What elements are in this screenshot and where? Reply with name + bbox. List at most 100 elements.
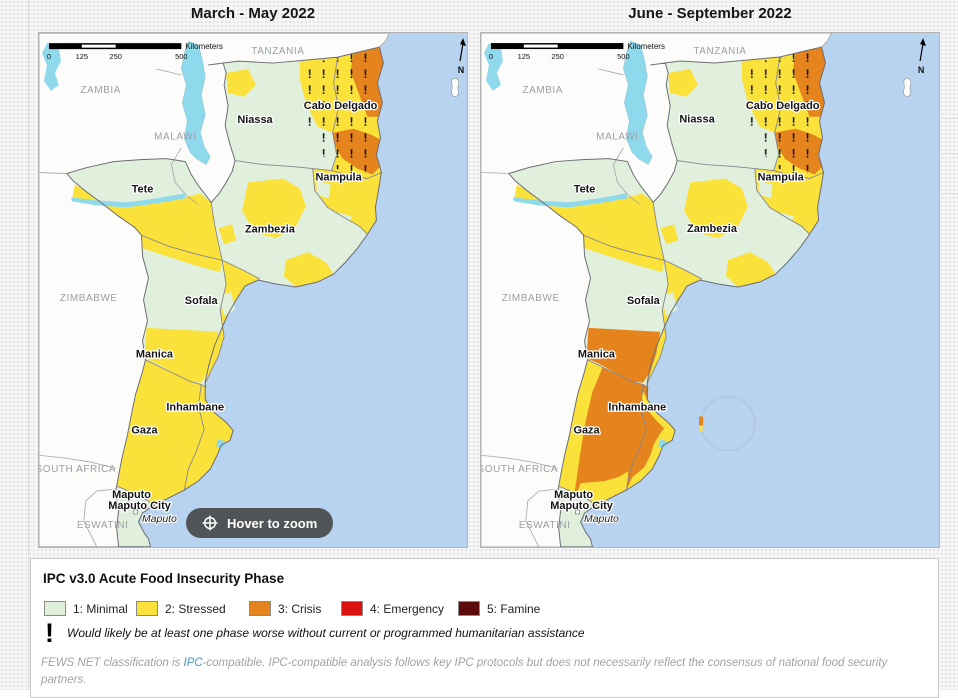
legend-footer-line2: partners. bbox=[41, 673, 87, 686]
province-label-nampula: Nampula bbox=[315, 172, 362, 184]
province-border bbox=[204, 260, 227, 384]
legend-label-crisis: 3: Crisis bbox=[278, 601, 322, 616]
region-nampula-pocket-1 bbox=[316, 180, 331, 199]
country-label-malawi: MALAWI bbox=[596, 132, 638, 143]
island bbox=[451, 78, 460, 97]
province-border bbox=[331, 170, 382, 179]
region-zambezia-west bbox=[660, 224, 679, 245]
legend-item-crisis: 3: Crisis bbox=[249, 601, 321, 616]
region-nampula-pocket-2 bbox=[335, 212, 352, 227]
legend-swatch-emergency bbox=[341, 601, 363, 616]
scale-bar-segment bbox=[523, 44, 558, 48]
country-border bbox=[170, 147, 199, 205]
country-border bbox=[481, 454, 558, 469]
gutter-rule bbox=[941, 118, 958, 119]
region-zambezia-center bbox=[242, 178, 306, 239]
scale-tick: 500 bbox=[175, 52, 187, 61]
region-manica-north bbox=[141, 235, 223, 273]
region-gaza-south bbox=[134, 471, 187, 506]
region-zambezia-coast bbox=[725, 252, 776, 288]
region-niassa-nw bbox=[226, 69, 256, 97]
province-label-inhambane: Inhambane bbox=[166, 401, 224, 413]
legend-swatch-stressed bbox=[136, 601, 158, 616]
mozambique-border bbox=[508, 46, 827, 547]
legend-label-stressed: 2: Stressed bbox=[165, 601, 226, 616]
country-label-south_africa: SOUTH AFRICA bbox=[481, 464, 558, 475]
province-label-manica: Manica bbox=[578, 349, 616, 361]
province-border bbox=[331, 57, 340, 171]
region-inhambane bbox=[626, 384, 676, 491]
province-border bbox=[312, 168, 368, 235]
province-label-maputo: Maputo bbox=[554, 489, 593, 501]
country-border bbox=[612, 147, 641, 205]
legend-item-stressed: 2: Stressed bbox=[136, 601, 226, 616]
north-label: N bbox=[918, 65, 924, 75]
content-left-border bbox=[28, 0, 29, 690]
province-label-niassa: Niassa bbox=[237, 114, 273, 126]
province-border bbox=[558, 485, 595, 507]
assistance-pattern-overlay bbox=[741, 51, 816, 175]
map-title-june-september: June - September 2022 bbox=[628, 5, 792, 22]
province-label-gaza: Gaza bbox=[573, 424, 600, 436]
country-border bbox=[39, 454, 116, 469]
province-label-sofala: Sofala bbox=[185, 295, 219, 307]
legend-item-emergency: 4: Emergency bbox=[341, 601, 444, 616]
estuary bbox=[216, 439, 226, 450]
province-label-inhambane: Inhambane bbox=[608, 401, 666, 413]
legend-swatch-famine bbox=[458, 601, 480, 616]
scale-tick: 0 bbox=[47, 52, 51, 61]
region-sofala bbox=[205, 260, 260, 382]
cahora-bassa-reservoir bbox=[70, 193, 186, 208]
legend-swatch-crisis bbox=[249, 601, 271, 616]
north-label: N bbox=[458, 65, 464, 75]
gutter-rule bbox=[941, 153, 958, 154]
scale-tick: 500 bbox=[617, 52, 629, 61]
scale-tick: 125 bbox=[76, 52, 88, 61]
legend-label-emergency: 4: Emergency bbox=[370, 601, 445, 616]
province-label-nampula: Nampula bbox=[758, 171, 805, 183]
region-zambezia-west bbox=[218, 224, 237, 245]
country-border bbox=[481, 172, 509, 174]
province-label-tete: Tete bbox=[132, 183, 154, 195]
exclamation-icon: ! bbox=[45, 618, 54, 648]
legend-label-famine: 5: Famine bbox=[487, 601, 541, 616]
hover-to-zoom-button[interactable]: Hover to zoom bbox=[186, 508, 334, 538]
region-manica-north bbox=[583, 235, 665, 273]
mozambique-border bbox=[65, 46, 384, 547]
lake-malawi bbox=[623, 40, 653, 165]
province-label-cabo_delgado: Cabo Delgado bbox=[746, 100, 820, 112]
region-nampula-pocket-1 bbox=[758, 180, 773, 199]
scale-unit-label: Kilometers bbox=[185, 42, 223, 51]
province-border bbox=[210, 202, 223, 261]
maputo-city-marker bbox=[575, 509, 580, 515]
north-arrow-icon bbox=[459, 43, 464, 62]
province-label-tete: Tete bbox=[574, 183, 596, 195]
scale-tick: 125 bbox=[518, 52, 530, 61]
country-border bbox=[525, 488, 558, 547]
province-border bbox=[652, 202, 665, 261]
province-label-cabo_delgado: Cabo Delgado bbox=[304, 100, 378, 112]
legend-title: IPC v3.0 Acute Food Insecurity Phase bbox=[43, 571, 285, 586]
bazaruto-island-crisis bbox=[699, 416, 704, 426]
province-border bbox=[664, 259, 703, 280]
legend-footer: FEWS NET classification is IPC-compatibl… bbox=[41, 657, 888, 686]
north-arrow-icon bbox=[919, 42, 924, 62]
ipc-link[interactable]: IPC bbox=[183, 657, 203, 669]
province-label-zambezia: Zambezia bbox=[245, 223, 296, 235]
province-border bbox=[773, 170, 824, 179]
scale-tick: 250 bbox=[551, 52, 563, 61]
region-gaza-west bbox=[116, 359, 161, 493]
legend-note-text: Would likely be at least one phase worse… bbox=[67, 626, 585, 640]
province-border bbox=[646, 260, 669, 384]
region-inhambane bbox=[184, 384, 234, 491]
scale-unit-label: Kilometers bbox=[627, 42, 665, 51]
province-label-niassa: Niassa bbox=[679, 114, 715, 126]
scale-bar-segment bbox=[81, 44, 116, 48]
lake-malawi bbox=[181, 40, 211, 165]
province-border bbox=[116, 485, 153, 507]
